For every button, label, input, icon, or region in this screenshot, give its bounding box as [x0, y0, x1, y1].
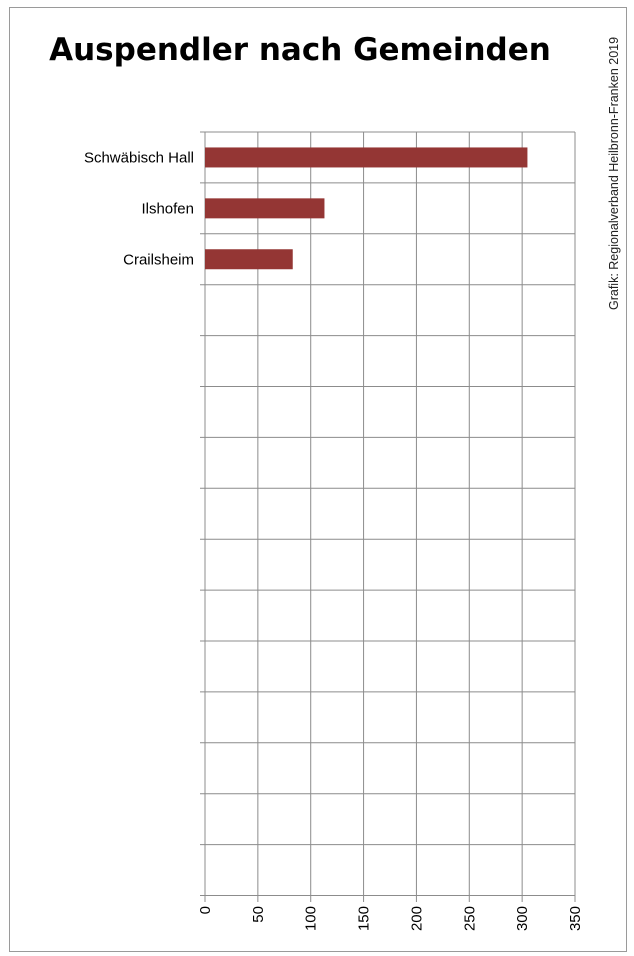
category-label: Ilshofen — [141, 200, 194, 217]
tick-label: 100 — [303, 906, 320, 931]
grid-lines — [200, 131, 576, 902]
chart-title: Auspendler nach Gemeinden — [49, 32, 551, 68]
category-label: Crailsheim — [123, 251, 194, 268]
tick-label: 300 — [514, 906, 531, 931]
bars — [205, 147, 528, 270]
chart-frame — [9, 7, 627, 952]
tick-labels: 0 50 100 150 200 250 300 350 — [197, 906, 584, 931]
tick-label: 200 — [408, 906, 425, 931]
tick-label: 250 — [461, 906, 478, 931]
category-label: Schwäbisch Hall — [84, 149, 194, 166]
tick-label: 50 — [250, 906, 267, 923]
category-labels: Schwäbisch Hall Ilshofen Crailsheim — [84, 149, 194, 268]
tick-label: 0 — [197, 906, 214, 914]
bar — [205, 198, 325, 219]
tick-label: 350 — [567, 906, 584, 931]
bar — [205, 147, 528, 168]
tick-label: 150 — [356, 906, 373, 931]
bar — [205, 249, 293, 270]
